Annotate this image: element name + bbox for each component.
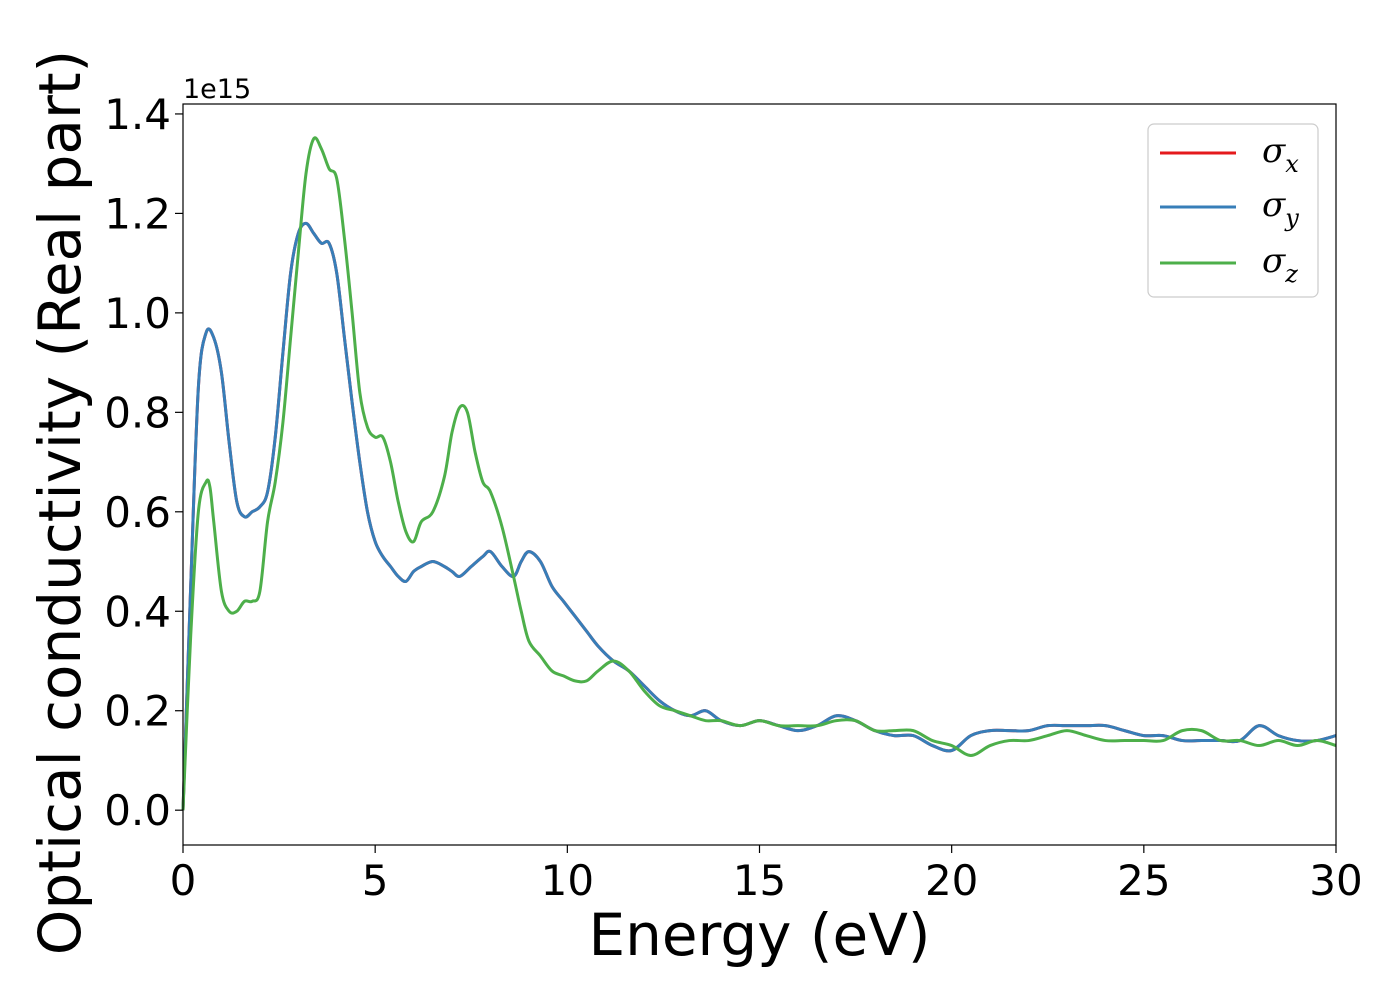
- x-tick-label: 0: [170, 856, 197, 905]
- y-axis-label: Optical conductivity (Real part): [26, 50, 94, 955]
- x-tick-label: 5: [362, 856, 389, 905]
- legend-label-sigma-x: σx: [1262, 131, 1299, 178]
- x-tick-label: 15: [733, 856, 786, 905]
- y-tick-label: 0.4: [104, 587, 171, 636]
- legend: σx σy σz: [1147, 123, 1319, 298]
- series-line-sigma-y: [181, 221, 1337, 811]
- y-axis-ticks: 0.0 0.2 0.4 0.6 0.8 1.0 1.2 1.4: [104, 90, 183, 835]
- x-tick-label: 10: [541, 856, 594, 905]
- series-line-sigma-z: [181, 136, 1337, 811]
- series-layer: [181, 136, 1337, 811]
- x-tick-label: 25: [1117, 856, 1170, 905]
- y-tick-label: 1.0: [104, 289, 171, 338]
- y-tick-label: 1.2: [104, 189, 171, 238]
- y-tick-label: 0.6: [104, 488, 171, 537]
- x-axis-label: Energy (eV): [588, 901, 930, 969]
- y-tick-label: 1.4: [104, 90, 171, 139]
- legend-box: [1147, 123, 1319, 298]
- y-tick-label: 0.8: [104, 388, 171, 437]
- y-axis-offset-text: 1e15: [183, 74, 251, 105]
- legend-label-sigma-y: σy: [1262, 185, 1299, 232]
- y-tick-label: 0.0: [104, 786, 171, 835]
- x-tick-label: 30: [1309, 856, 1362, 905]
- y-tick-label: 0.2: [104, 687, 171, 736]
- x-axis-ticks: 0 5 10 15 20 25 30: [170, 845, 1363, 905]
- legend-label-sigma-z: σz: [1262, 241, 1298, 288]
- x-tick-label: 20: [925, 856, 978, 905]
